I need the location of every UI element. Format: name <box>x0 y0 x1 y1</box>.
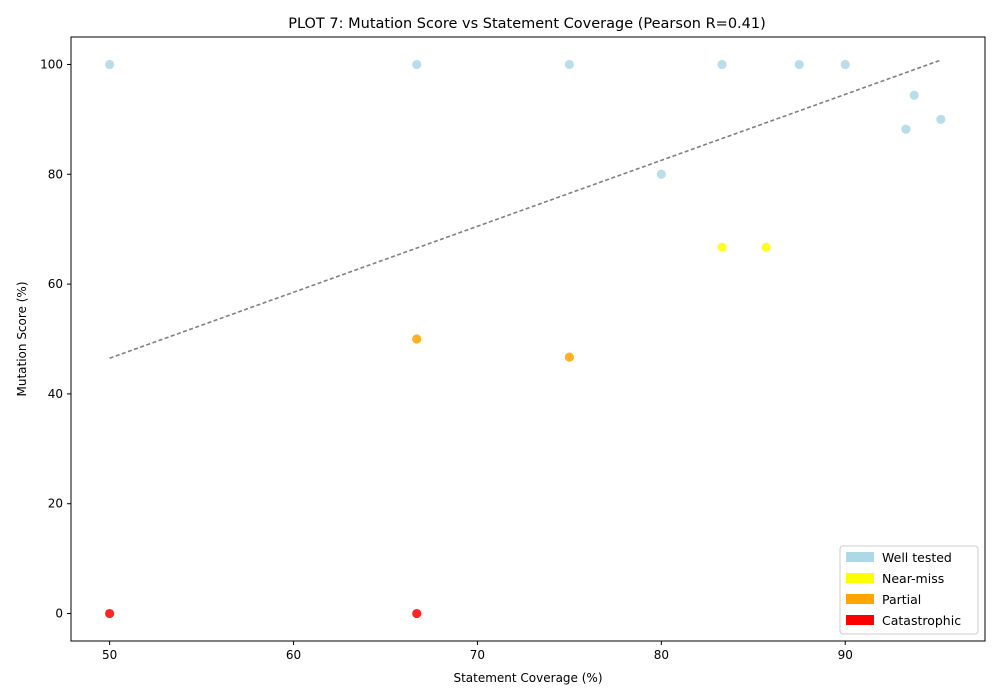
x-tick-label: 50 <box>102 648 117 662</box>
legend: Well tested Near-miss Partial Catastrophic <box>839 545 979 635</box>
y-axis: 0 20 40 60 80 100 <box>40 57 71 621</box>
data-point <box>564 59 574 70</box>
legend-label: Partial <box>882 592 921 607</box>
legend-swatch <box>846 552 874 562</box>
data-point <box>105 59 115 70</box>
data-point <box>564 352 574 362</box>
points-layer <box>105 59 946 619</box>
legend-label: Near-miss <box>882 571 944 586</box>
trendline-layer <box>109 59 942 359</box>
data-point <box>761 242 771 252</box>
legend-swatch <box>846 594 874 604</box>
data-point <box>794 59 804 70</box>
legend-swatch <box>846 615 874 625</box>
data-point <box>936 114 946 124</box>
data-point <box>412 608 422 619</box>
x-axis-label: Statement Coverage (%) <box>453 671 602 685</box>
data-point <box>656 169 666 179</box>
data-point <box>909 90 919 100</box>
y-tick-label: 20 <box>48 497 63 511</box>
y-tick-label: 80 <box>48 167 63 181</box>
data-point <box>717 59 727 70</box>
y-tick-label: 0 <box>55 607 63 621</box>
plot-frame <box>70 36 986 642</box>
y-tick-label: 100 <box>40 57 63 71</box>
y-axis-label: Mutation Score (%) <box>15 281 29 396</box>
x-tick-label: 70 <box>470 648 485 662</box>
x-tick-label: 90 <box>838 648 853 662</box>
data-point <box>717 242 727 252</box>
legend-label: Well tested <box>882 550 952 565</box>
x-tick-label: 80 <box>654 648 669 662</box>
data-point <box>901 124 911 134</box>
legend-label: Catastrophic <box>882 613 961 628</box>
data-point <box>105 608 115 619</box>
legend-swatch <box>846 573 874 583</box>
y-tick-label: 60 <box>48 277 63 291</box>
x-tick-label: 60 <box>286 648 301 662</box>
y-tick-label: 40 <box>48 387 63 401</box>
legend-frame <box>839 545 979 635</box>
trendline <box>109 59 942 359</box>
data-point <box>412 59 422 70</box>
x-axis: 50 60 70 80 90 <box>102 641 853 662</box>
data-point <box>840 59 850 70</box>
plot-area <box>70 36 986 642</box>
data-point <box>412 334 422 344</box>
chart-title: PLOT 7: Mutation Score vs Statement Cove… <box>288 16 766 32</box>
